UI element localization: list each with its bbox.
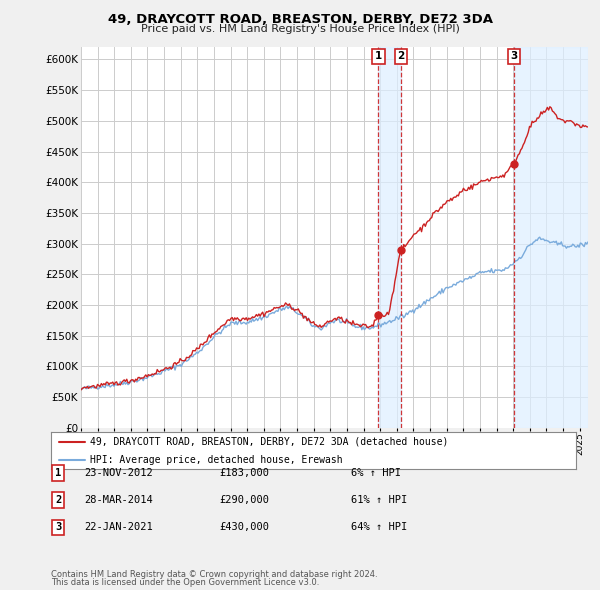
Text: 61% ↑ HPI: 61% ↑ HPI	[351, 496, 407, 505]
Text: 49, DRAYCOTT ROAD, BREASTON, DERBY, DE72 3DA: 49, DRAYCOTT ROAD, BREASTON, DERBY, DE72…	[107, 13, 493, 26]
Text: 49, DRAYCOTT ROAD, BREASTON, DERBY, DE72 3DA (detached house): 49, DRAYCOTT ROAD, BREASTON, DERBY, DE72…	[91, 437, 449, 447]
Text: 2: 2	[397, 51, 404, 61]
Text: Contains HM Land Registry data © Crown copyright and database right 2024.: Contains HM Land Registry data © Crown c…	[51, 571, 377, 579]
Text: 3: 3	[55, 523, 61, 532]
Text: Price paid vs. HM Land Registry's House Price Index (HPI): Price paid vs. HM Land Registry's House …	[140, 24, 460, 34]
Text: 1: 1	[375, 51, 382, 61]
Text: This data is licensed under the Open Government Licence v3.0.: This data is licensed under the Open Gov…	[51, 578, 319, 587]
Text: 22-JAN-2021: 22-JAN-2021	[84, 523, 153, 532]
Text: 64% ↑ HPI: 64% ↑ HPI	[351, 523, 407, 532]
Bar	[379, 47, 401, 428]
Text: 28-MAR-2014: 28-MAR-2014	[84, 496, 153, 505]
Text: £183,000: £183,000	[219, 468, 269, 478]
Text: 23-NOV-2012: 23-NOV-2012	[84, 468, 153, 478]
Text: HPI: Average price, detached house, Erewash: HPI: Average price, detached house, Erew…	[91, 455, 343, 465]
Text: 2: 2	[55, 496, 61, 505]
Text: £290,000: £290,000	[219, 496, 269, 505]
Text: 1: 1	[55, 468, 61, 478]
Text: 6% ↑ HPI: 6% ↑ HPI	[351, 468, 401, 478]
Text: 3: 3	[511, 51, 518, 61]
Bar	[514, 47, 588, 428]
Text: £430,000: £430,000	[219, 523, 269, 532]
